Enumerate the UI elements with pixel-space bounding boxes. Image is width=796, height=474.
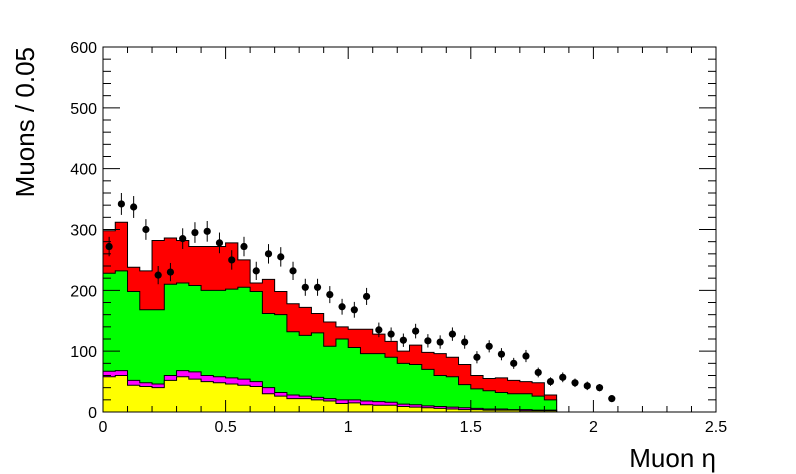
data-points	[105, 193, 616, 403]
data-point	[571, 379, 579, 387]
data-point	[203, 227, 211, 235]
data-point	[424, 337, 432, 345]
y-axis-title: Muons / 0.05	[10, 47, 40, 197]
y-tick-label: 100	[70, 344, 97, 361]
data-point	[228, 256, 236, 264]
y-tick-label: 300	[70, 223, 97, 240]
data-point	[534, 368, 542, 377]
data-point	[497, 350, 506, 358]
data-point	[252, 267, 260, 275]
data-point	[215, 239, 224, 247]
data-point	[362, 292, 371, 301]
x-tick-label: 2	[589, 419, 598, 436]
data-point	[461, 338, 469, 346]
y-tick-label: 200	[70, 283, 97, 300]
data-point	[522, 352, 530, 360]
data-point	[608, 395, 616, 403]
data-point	[277, 253, 285, 261]
data-point	[301, 283, 309, 291]
data-point	[338, 303, 346, 311]
data-point	[166, 268, 175, 276]
x-tick-label: 1	[344, 419, 353, 436]
data-point	[473, 353, 481, 361]
data-point	[375, 326, 383, 334]
x-tick-label: 0	[99, 419, 108, 436]
data-point	[399, 336, 407, 344]
data-point	[350, 306, 358, 314]
y-tick-label: 400	[70, 162, 97, 179]
data-point	[117, 200, 125, 208]
data-point	[595, 384, 604, 392]
data-point	[154, 271, 162, 279]
y-tick-label: 500	[70, 101, 97, 118]
data-point	[510, 359, 518, 367]
data-point	[436, 338, 444, 346]
data-point	[583, 382, 591, 390]
data-point	[105, 242, 113, 251]
data-point	[289, 267, 297, 275]
data-point	[546, 377, 555, 386]
x-tick-label: 0.5	[214, 419, 236, 436]
data-point	[559, 373, 567, 381]
data-point	[264, 250, 273, 258]
axis-ticks	[102, 46, 717, 413]
x-axis-title: Muon η	[629, 443, 716, 473]
data-point	[412, 327, 420, 335]
data-point	[326, 290, 334, 299]
data-point	[448, 330, 457, 338]
data-point	[142, 225, 150, 234]
data-point	[130, 203, 138, 211]
data-point	[313, 283, 322, 291]
histogram-yellow	[102, 375, 558, 413]
x-tick-label: 1.5	[460, 419, 482, 436]
stacked-histogram-fills	[102, 221, 558, 413]
y-tick-label: 600	[70, 40, 97, 57]
tick-labels: 0 0.5 1 1.5 2 2.5 0 100 200 300 400 500 600	[70, 40, 727, 436]
data-point	[485, 342, 493, 350]
data-point	[191, 228, 199, 237]
data-point	[240, 242, 248, 251]
data-point	[387, 330, 395, 338]
data-point	[179, 235, 187, 243]
x-tick-label: 2.5	[705, 419, 727, 436]
y-tick-label: 0	[88, 405, 97, 422]
